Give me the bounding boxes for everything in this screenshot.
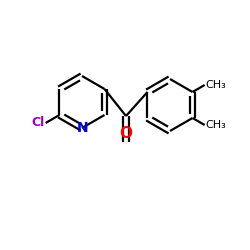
Text: Cl: Cl [32, 116, 45, 130]
Text: O: O [120, 126, 132, 141]
Text: N: N [77, 121, 89, 135]
Text: CH₃: CH₃ [206, 80, 227, 90]
Text: CH₃: CH₃ [206, 120, 227, 130]
